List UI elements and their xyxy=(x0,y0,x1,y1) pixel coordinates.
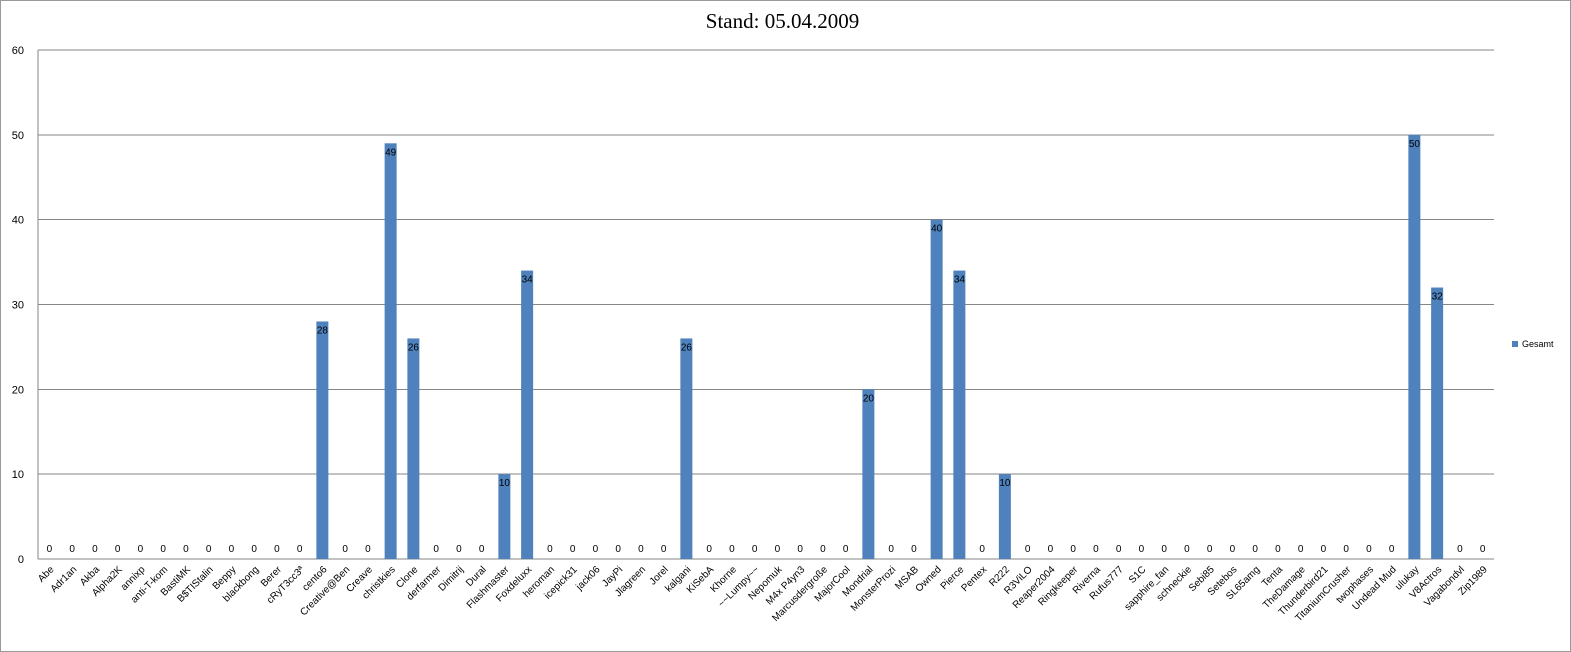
data-label: 0 xyxy=(297,544,303,555)
bar xyxy=(498,474,511,559)
data-label: 50 xyxy=(1409,139,1421,150)
bar xyxy=(930,219,943,559)
data-label: 10 xyxy=(499,478,511,489)
data-label: 0 xyxy=(706,544,712,555)
data-label: 0 xyxy=(433,544,439,555)
data-label: 0 xyxy=(775,544,781,555)
data-label: 40 xyxy=(931,224,943,235)
data-label: 34 xyxy=(954,275,966,286)
data-label: 10 xyxy=(999,478,1011,489)
data-label: 0 xyxy=(251,544,257,555)
data-label: 0 xyxy=(593,544,599,555)
data-label: 0 xyxy=(1457,544,1463,555)
data-label: 0 xyxy=(1275,544,1281,555)
data-label: 0 xyxy=(661,544,667,555)
data-label: 0 xyxy=(1207,544,1213,555)
bar xyxy=(1431,287,1444,559)
data-label: 0 xyxy=(456,544,462,555)
legend-label: Gesamt xyxy=(1522,339,1554,349)
data-label: 0 xyxy=(1048,544,1054,555)
data-label: 0 xyxy=(752,544,758,555)
x-tick-label: Owned xyxy=(914,564,944,594)
data-label: 0 xyxy=(229,544,235,555)
data-label: 0 xyxy=(1298,544,1304,555)
bar xyxy=(407,338,420,559)
data-label: 32 xyxy=(1432,292,1444,303)
data-label: 0 xyxy=(92,544,98,555)
data-label: 0 xyxy=(115,544,121,555)
bar xyxy=(1408,134,1421,560)
data-label: 0 xyxy=(843,544,849,555)
data-label: 0 xyxy=(47,544,53,555)
data-label: 0 xyxy=(1161,544,1167,555)
data-label: 0 xyxy=(274,544,280,555)
legend-swatch xyxy=(1512,341,1518,347)
data-label: 0 xyxy=(1139,544,1145,555)
data-label: 0 xyxy=(615,544,621,555)
data-label: 0 xyxy=(1366,544,1372,555)
y-tick-label: 40 xyxy=(12,215,24,227)
bar xyxy=(316,321,329,559)
bar xyxy=(680,338,693,559)
data-label: 0 xyxy=(797,544,803,555)
data-label: 0 xyxy=(547,544,553,555)
data-label: 0 xyxy=(570,544,576,555)
data-label: 0 xyxy=(1480,544,1486,555)
data-label: 0 xyxy=(183,544,189,555)
data-label: 28 xyxy=(317,325,329,336)
y-tick-label: 0 xyxy=(18,554,24,566)
data-label: 0 xyxy=(1252,544,1258,555)
y-tick-label: 60 xyxy=(12,45,24,57)
data-label: 0 xyxy=(479,544,485,555)
data-label: 0 xyxy=(1343,544,1349,555)
data-label: 0 xyxy=(1321,544,1327,555)
data-label: 0 xyxy=(1230,544,1236,555)
y-tick-label: 20 xyxy=(12,384,24,396)
data-label: 0 xyxy=(888,544,894,555)
data-label: 0 xyxy=(138,544,144,555)
data-label: 0 xyxy=(1070,544,1076,555)
data-label: 34 xyxy=(522,275,534,286)
data-label: 26 xyxy=(681,342,693,353)
data-label: 0 xyxy=(1184,544,1190,555)
data-label: 20 xyxy=(863,393,875,404)
data-label: 0 xyxy=(729,544,735,555)
bar xyxy=(862,389,875,559)
data-label: 0 xyxy=(1093,544,1099,555)
data-label: 0 xyxy=(342,544,348,555)
x-tick-label: Dimitrij xyxy=(437,564,466,593)
data-label: 0 xyxy=(365,544,371,555)
bar xyxy=(998,474,1011,559)
data-label: 0 xyxy=(69,544,75,555)
y-tick-label: 30 xyxy=(12,300,24,312)
legend: Gesamt xyxy=(1512,338,1554,350)
data-label: 0 xyxy=(820,544,826,555)
data-label: 0 xyxy=(206,544,212,555)
x-tick-label: jack06 xyxy=(574,564,603,593)
data-label: 26 xyxy=(408,342,420,353)
chart-title: Stand: 05.04.2009 xyxy=(705,9,860,33)
data-label: 0 xyxy=(911,544,917,555)
data-label: 0 xyxy=(1025,544,1031,555)
bar xyxy=(384,143,397,560)
data-label: 0 xyxy=(1116,544,1122,555)
data-label: 0 xyxy=(160,544,166,555)
data-label: 0 xyxy=(1389,544,1395,555)
data-label: 0 xyxy=(979,544,985,555)
bar xyxy=(521,270,534,559)
x-tick-label: Pentex xyxy=(959,564,989,594)
data-label: 0 xyxy=(638,544,644,555)
data-label: 49 xyxy=(385,147,397,158)
bar xyxy=(953,270,966,559)
y-tick-label: 10 xyxy=(12,469,24,481)
y-tick-label: 50 xyxy=(12,130,24,142)
